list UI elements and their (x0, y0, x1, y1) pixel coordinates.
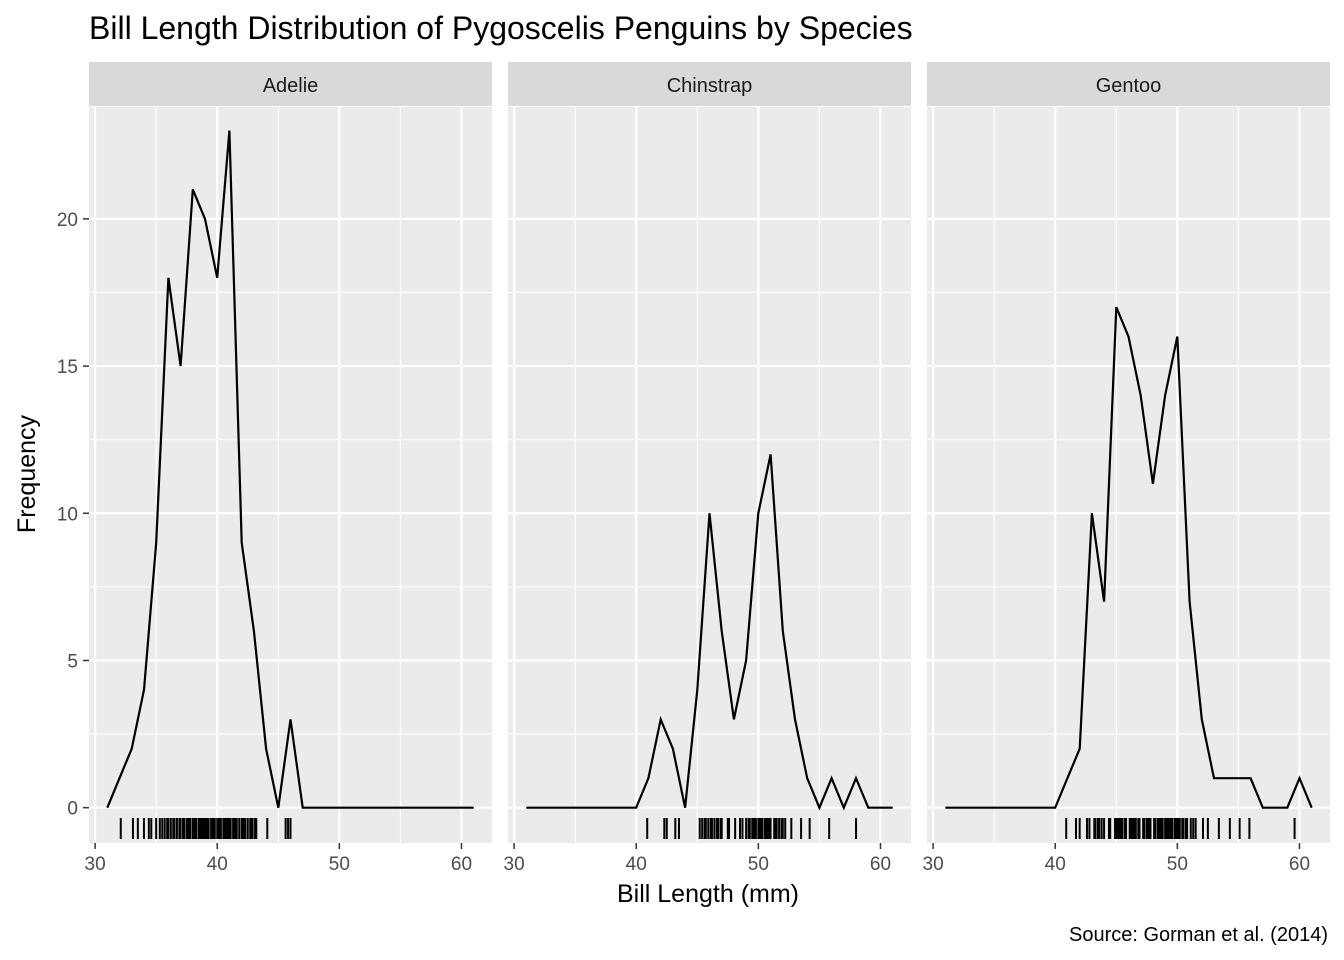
panel-background (508, 107, 911, 843)
facet-gentoo: Gentoo 30 40 50 60 (923, 62, 1330, 875)
x-tick-label: 40 (626, 854, 647, 875)
x-tick-label: 60 (451, 854, 472, 875)
y-tick-label: 10 (57, 504, 78, 525)
facet-strip (89, 62, 492, 106)
facet-strip-label: Gentoo (1096, 75, 1162, 97)
facet-strip (927, 62, 1330, 106)
facet-strip-label: Adelie (263, 75, 319, 97)
y-tick-label: 15 (57, 357, 78, 378)
frequency-line (106, 130, 474, 809)
y-tick-label: 20 (57, 210, 78, 231)
x-tick-label: 60 (870, 854, 891, 875)
x-tick-label: 40 (207, 854, 228, 875)
x-tick-label: 30 (504, 854, 525, 875)
x-tick-label: 30 (923, 854, 944, 875)
panel-background (89, 107, 492, 843)
facet-strip (508, 62, 911, 106)
facet-chinstrap: Chinstrap 30 40 50 60 (504, 62, 911, 875)
x-tick-label: 50 (748, 854, 769, 875)
x-tick-label: 40 (1045, 854, 1066, 875)
frequency-line (945, 306, 1313, 809)
y-tick-label: 0 (67, 799, 78, 820)
y-axis-title: Frequency (13, 414, 41, 533)
chart-title: Bill Length Distribution of Pygoscelis P… (89, 10, 913, 46)
facet-adelie: Adelie 30 40 50 60 (85, 62, 492, 875)
facet-panels: Adelie 30 40 50 60 Chinstrap 30 40 50 60 Gentoo 30 4… (85, 62, 1330, 875)
source-caption: Source: Gorman et al. (2014) (1069, 924, 1328, 946)
frequency-line (526, 454, 893, 811)
x-tick-label: 50 (1167, 854, 1188, 875)
x-tick-label: 60 (1289, 854, 1310, 875)
y-tick-label: 5 (67, 651, 78, 672)
facet-strip-label: Chinstrap (667, 75, 753, 97)
x-tick-label: 50 (329, 854, 350, 875)
panel-background (927, 107, 1330, 843)
x-axis-title: Bill Length (mm) (617, 880, 799, 908)
x-tick-label: 30 (85, 854, 106, 875)
y-axis: 0 5 10 15 20 (57, 210, 89, 820)
